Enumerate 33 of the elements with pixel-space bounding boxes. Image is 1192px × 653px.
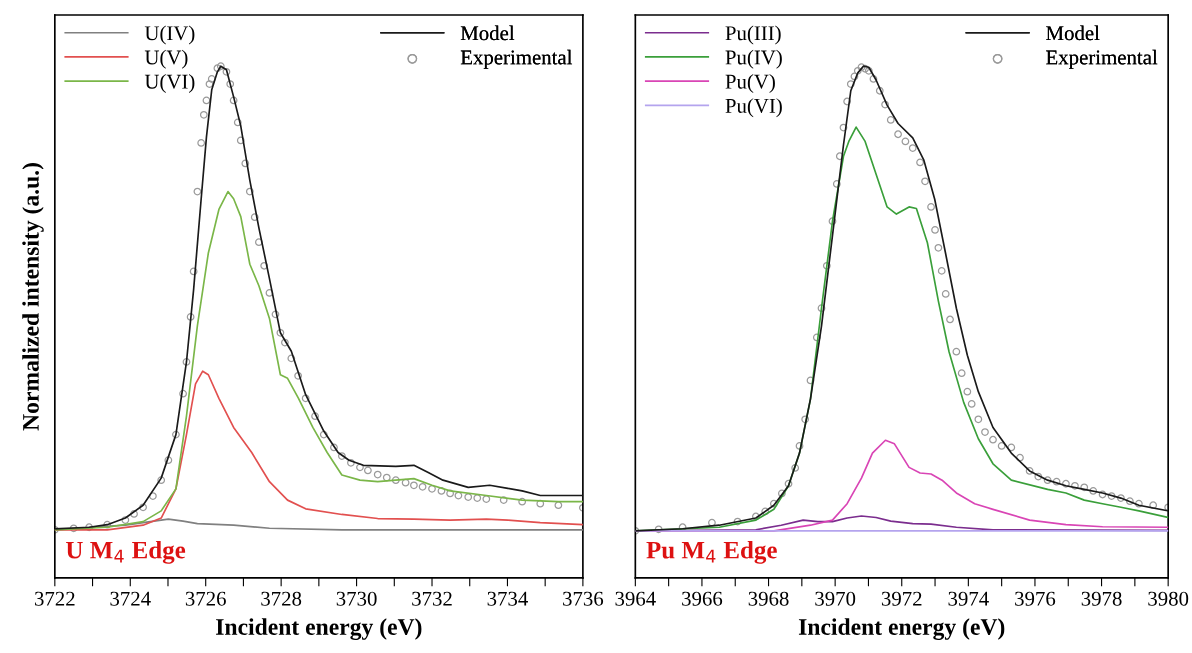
x-tick-label: 3972	[881, 591, 922, 606]
legend-label: Pu(VI)	[725, 98, 782, 118]
x-tick-label: 3966	[682, 591, 723, 606]
legend-label: Experimental	[460, 49, 573, 69]
x-axis-title: Incident energy (eV)	[216, 618, 422, 640]
x-tick-label: 3974	[948, 591, 989, 606]
legend-label: Pu(IV)	[725, 49, 782, 69]
legend-label: Pu(III)	[725, 25, 781, 45]
legend-label: Model	[460, 25, 515, 41]
annotation: Pu M$_{4}$ Edge	[646, 540, 777, 564]
x-tick-label: 3978	[1081, 591, 1122, 606]
legend-label: Pu(V)	[725, 74, 775, 93]
annotation: U M$_{4}$ Edge	[66, 540, 186, 564]
x-tick-label: 3734	[487, 591, 528, 606]
y-axis-title: Normalized intensity (a.u.)	[22, 163, 44, 431]
legend-label: Experimental	[1046, 49, 1158, 69]
x-tick-label: 3980	[1148, 591, 1189, 606]
x-tick-label: 3732	[412, 591, 452, 606]
legend-label: U(V)	[144, 49, 188, 69]
x-axis-title: Incident energy (eV)	[798, 618, 1005, 640]
legend-label: Model	[1046, 25, 1100, 41]
legend-label: U(VI)	[144, 74, 195, 93]
x-tick-label: 3736	[563, 591, 604, 606]
x-tick-label: 3976	[1015, 591, 1056, 606]
x-tick-label: 3964	[615, 591, 656, 606]
x-tick-label: 3724	[110, 591, 151, 606]
x-tick-label: 3722	[34, 591, 75, 606]
x-tick-label: 3728	[261, 591, 302, 606]
x-tick-label: 3730	[336, 591, 377, 606]
x-tick-label: 3970	[815, 591, 856, 606]
legend-label: U(IV)	[144, 25, 195, 45]
x-tick-label: 3726	[185, 591, 226, 606]
x-tick-label: 3968	[748, 591, 789, 606]
